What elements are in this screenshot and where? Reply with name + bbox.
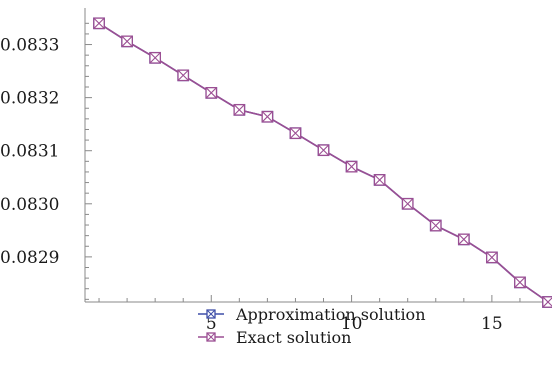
exact-solution-point: [457, 233, 470, 246]
legend-marker: [206, 309, 216, 319]
y-tick-label: 0.0833: [0, 36, 59, 56]
exact-solution-point: [345, 160, 358, 173]
legend: Approximation solution Exact solution: [198, 305, 426, 347]
exact-solution-point: [177, 69, 190, 82]
legend-label: Exact solution: [236, 328, 351, 347]
y-tick-label: 0.0829: [0, 248, 59, 268]
legend-entry-exact-solution: Exact solution: [198, 328, 351, 347]
exact-solution-point: [373, 174, 386, 186]
y-tick-label: 0.0831: [0, 142, 59, 162]
y-tick-label: 0.0832: [0, 89, 59, 109]
exact-solution-point: [486, 251, 498, 264]
x-tick-labels: 5 10 15: [206, 314, 503, 334]
exact-solution-point: [205, 86, 218, 99]
x-tick-label: 10: [341, 314, 363, 334]
legend-label: Approximation solution: [235, 305, 426, 324]
y-tick-labels: 0.0829 0.0830 0.0831 0.0832 0.0833: [0, 36, 59, 268]
legend-marker: [206, 332, 216, 342]
exact-solution-point: [233, 103, 246, 116]
exact-solution-point: [93, 17, 105, 30]
exact-solution-point: [317, 144, 330, 157]
exact-solution-point: [401, 197, 414, 210]
exact-solution-point: [514, 276, 526, 289]
exact-solution-point: [289, 127, 302, 140]
x-tick-label: 15: [481, 314, 503, 334]
axes: [84, 8, 549, 303]
exact-solution-point: [121, 35, 133, 48]
exact-solution-line: [98, 22, 549, 303]
series-layer: [93, 17, 552, 308]
y-tick-label: 0.0830: [0, 195, 59, 215]
x-tick-label: 5: [206, 314, 217, 334]
legend-entry-approximation-solution: Approximation solution: [198, 305, 426, 324]
exact-solution-point: [429, 219, 442, 232]
exact-solution-point: [261, 110, 274, 123]
exact-solution-point: [149, 51, 162, 64]
exact-solution-point: [542, 296, 552, 308]
